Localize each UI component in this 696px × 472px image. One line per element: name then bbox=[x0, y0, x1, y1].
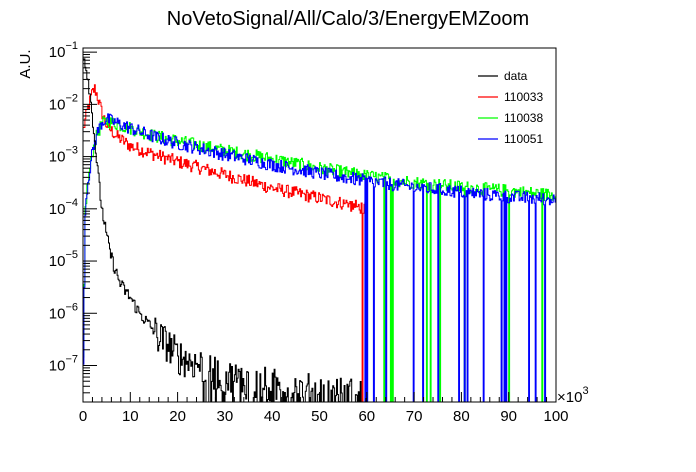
x-tick-label: 50 bbox=[311, 408, 328, 425]
legend-label: 110051 bbox=[504, 132, 543, 146]
y-tick-label: 10−6 bbox=[49, 301, 78, 322]
y-tick-label: 10−3 bbox=[49, 145, 78, 166]
x-tick-label: 90 bbox=[500, 408, 517, 425]
x-tick-label: 80 bbox=[453, 408, 470, 425]
y-tick-label: 10−7 bbox=[49, 353, 78, 374]
legend-label: 110038 bbox=[504, 111, 543, 125]
legend-label: 110033 bbox=[504, 90, 543, 104]
x-tick-label: 30 bbox=[217, 408, 234, 425]
x-axis: 0 10 20 30 40 50 60 70 80 90 100 bbox=[79, 392, 569, 425]
plot-frame bbox=[82, 47, 557, 403]
x-tick-label: 100 bbox=[543, 408, 568, 425]
series-layer bbox=[83, 58, 556, 403]
series-line-110033 bbox=[83, 84, 367, 403]
legend: data 110033 110038 110051 bbox=[478, 69, 543, 146]
y-axis-label: A.U. bbox=[17, 49, 34, 78]
x-tick-label: 10 bbox=[122, 408, 139, 425]
y-tick-label: 10−5 bbox=[49, 249, 78, 270]
legend-label: data bbox=[504, 69, 528, 83]
series-line-110051 bbox=[83, 113, 556, 403]
x-tick-label: 40 bbox=[264, 408, 281, 425]
x-tick-label: 60 bbox=[358, 408, 375, 425]
y-tick-label: 10−2 bbox=[49, 92, 78, 113]
x-tick-label: 20 bbox=[169, 408, 186, 425]
y-tick-label: 10−4 bbox=[49, 197, 78, 218]
x-tick-label: 70 bbox=[406, 408, 423, 425]
chart-title: NoVetoSignal/All/Calo/3/EnergyEMZoom bbox=[167, 8, 529, 30]
x-axis-multiplier: ×103 bbox=[557, 385, 589, 406]
y-tick-label: 10−1 bbox=[49, 40, 78, 61]
series-line-data bbox=[83, 58, 367, 403]
y-axis: 10−7 10−6 10−5 10−4 10−3 10−2 10−1 bbox=[49, 40, 97, 394]
x-tick-label: 0 bbox=[79, 408, 87, 425]
